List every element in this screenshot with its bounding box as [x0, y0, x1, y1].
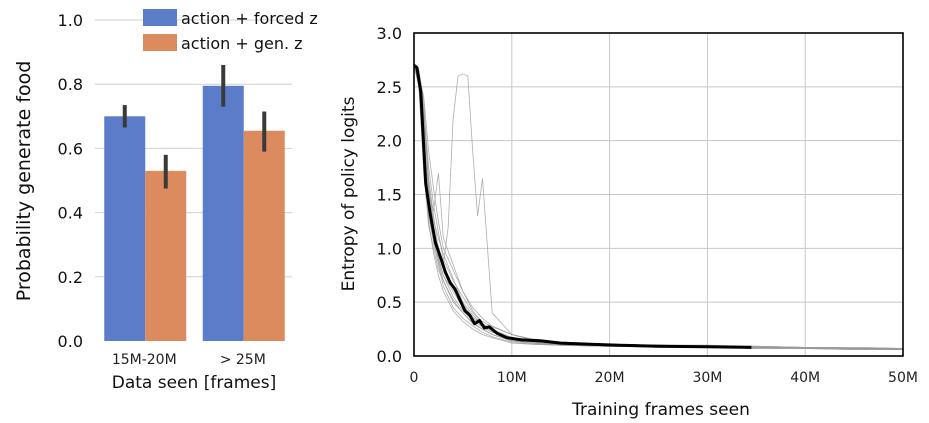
legend-label: action + forced z [181, 9, 318, 28]
y-tick-label: 0.5 [377, 293, 402, 312]
bar [202, 85, 244, 342]
bar-chart-x-ticks: 15M-20M > 25M [112, 352, 266, 368]
x-tick-label: 20M [595, 370, 625, 386]
x-tick-label: 10M [497, 370, 527, 386]
y-tick-label: 0.0 [58, 332, 83, 351]
legend-label: action + gen. z [181, 34, 303, 53]
run-line [413, 62, 903, 349]
y-tick-label: 3.0 [377, 24, 402, 43]
y-tick-label: 1.0 [377, 239, 402, 258]
x-tick-label: 30M [692, 370, 722, 386]
x-tick-label: 15M-20M [112, 352, 177, 368]
bar-chart-x-axis-label: Data seen [frames] [112, 373, 276, 393]
run-line [413, 64, 904, 349]
bar-chart-y-axis-label: Probability generate food [13, 61, 35, 302]
run-line [413, 65, 904, 349]
line-chart-frame [413, 32, 904, 357]
line-chart-mean [413, 64, 752, 349]
y-tick-label: 1.5 [377, 186, 402, 205]
line-chart-x-ticks: 0 10M 20M 30M 40M 50M [410, 370, 918, 386]
y-tick-label: 0.0 [377, 347, 402, 366]
line-chart-grid [413, 32, 904, 357]
legend-swatch [143, 9, 177, 26]
bar [243, 130, 285, 341]
line-chart-y-ticks: 0.0 0.5 1.0 1.5 2.0 2.5 3.0 [377, 24, 402, 366]
bar [104, 116, 146, 341]
run-line [413, 66, 903, 350]
run-line [413, 67, 903, 349]
run-line [413, 67, 903, 349]
y-tick-label: 0.4 [58, 204, 83, 223]
bar-chart: 0.0 0.2 0.4 0.6 0.8 1.0 15M-20M > 25M Data see… [13, 9, 318, 393]
run-line [413, 66, 903, 350]
line-chart-runs [413, 62, 904, 350]
bar-chart-bars [104, 85, 285, 342]
y-tick-label: 0.2 [58, 268, 83, 287]
y-tick-label: 2.5 [377, 78, 402, 97]
bar-chart-error-bars [122, 64, 267, 189]
run-line [413, 65, 903, 349]
x-tick-label: 40M [790, 370, 820, 386]
y-tick-label: 1.0 [58, 11, 83, 30]
run-line [413, 63, 903, 350]
bar-chart-legend: action + forced z action + gen. z [143, 9, 318, 53]
bar-chart-y-ticks: 0.0 0.2 0.4 0.6 0.8 1.0 [58, 11, 83, 351]
run-line [413, 65, 904, 350]
y-tick-label: 0.6 [58, 139, 83, 158]
line-chart-y-axis-label: Entropy of policy logits [339, 96, 359, 291]
x-tick-label: 50M [888, 370, 918, 386]
run-line [413, 65, 903, 349]
x-tick-label: > 25M [220, 352, 266, 368]
legend-swatch [143, 34, 177, 51]
line-chart-x-axis-label: Training frames seen [571, 400, 750, 420]
y-tick-label: 2.0 [377, 132, 402, 151]
x-tick-label: 0 [410, 370, 419, 386]
bar [145, 170, 187, 341]
mean-line [413, 64, 752, 349]
run-line [413, 64, 904, 350]
line-chart: 0.0 0.5 1.0 1.5 2.0 2.5 3.0 0 10M 20M 30M 40M 50M T… [339, 24, 918, 420]
y-tick-label: 0.8 [58, 75, 83, 94]
